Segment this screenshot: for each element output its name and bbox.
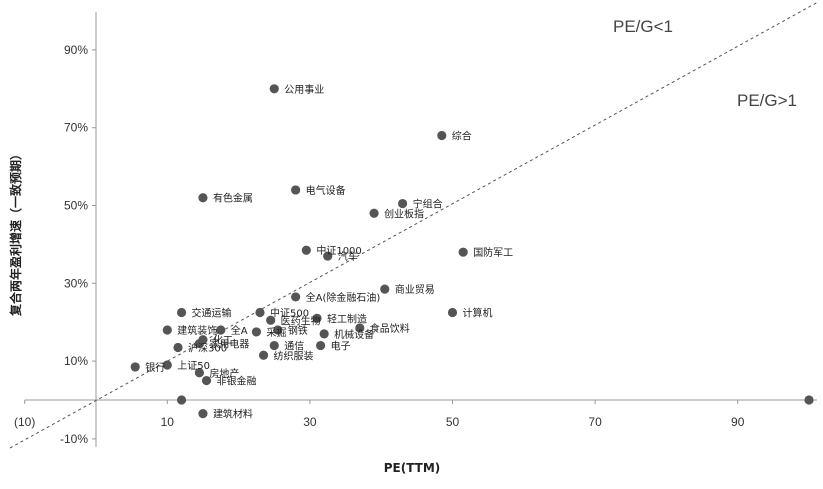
x-tick-label: 10 <box>161 415 175 429</box>
data-point <box>269 84 279 94</box>
data-point <box>315 340 326 351</box>
data-label: 食品饮料 <box>370 322 410 335</box>
x-tick-label: 90 <box>731 415 745 429</box>
data-label: 商业贸易 <box>395 283 435 296</box>
data-point <box>369 208 379 218</box>
data-point <box>291 292 301 302</box>
data-label: 全A(除金融石油) <box>306 291 381 304</box>
data-point <box>301 245 311 255</box>
region-label-above: PE/G<1 <box>613 17 673 36</box>
data-point <box>437 130 447 141</box>
data-point <box>323 251 333 261</box>
x-tick-label: 70 <box>588 415 602 429</box>
data-point <box>130 362 140 372</box>
data-label: 建筑装饰 <box>177 324 217 337</box>
data-point <box>447 307 458 318</box>
data-label: 汽车 <box>338 250 358 263</box>
data-label: 国防军工 <box>473 246 513 259</box>
y-tick-label: 50% <box>64 199 88 213</box>
data-label: 中证500 <box>270 306 309 319</box>
data-point <box>458 247 468 257</box>
y-tick-label: 30% <box>64 276 88 290</box>
data-point <box>201 375 212 386</box>
y-tick-label: 70% <box>64 121 88 135</box>
y-tick-label: 90% <box>64 43 88 57</box>
x-axis-title: PE(TTM) <box>384 461 441 475</box>
data-label: 宁组合 <box>413 198 443 211</box>
data-point <box>176 307 187 318</box>
data-label: 纺织服装 <box>274 349 314 362</box>
data-label: 创业板指 <box>384 207 424 220</box>
data-point <box>176 395 187 405</box>
data-label: 中证1000 <box>316 244 361 257</box>
data-label: 公用事业 <box>284 83 324 96</box>
data-point <box>162 360 172 370</box>
data-point <box>397 198 408 209</box>
data-label: 医药生物 <box>281 314 321 327</box>
data-point <box>198 409 208 419</box>
data-label: 建筑材料 <box>213 408 253 421</box>
data-points <box>130 84 814 419</box>
data-point <box>194 338 204 349</box>
data-point <box>380 284 390 294</box>
data-label: 轻工制造 <box>327 312 367 325</box>
peg-1-line <box>9 1 819 449</box>
data-label: 机械设备 <box>334 328 374 341</box>
data-label: 通信 <box>284 341 304 353</box>
data-label: 沪深300 <box>188 341 227 354</box>
y-tick-label: 10% <box>64 354 88 368</box>
data-point <box>258 350 269 360</box>
data-point <box>291 185 301 195</box>
data-label: 交通运输 <box>192 306 232 319</box>
data-point <box>251 327 262 337</box>
data-label: 非银金融 <box>217 375 257 388</box>
data-point <box>312 313 322 323</box>
data-label: 房地产 <box>209 367 239 380</box>
region-label-below: PE/G>1 <box>737 91 797 110</box>
data-label: 有色金属 <box>213 192 253 205</box>
y-tick-label: -10% <box>60 432 88 446</box>
data-label: 综合 <box>452 129 472 142</box>
data-point <box>804 395 814 405</box>
data-point <box>216 325 226 335</box>
data-point <box>266 315 276 325</box>
x-tick-label: (10) <box>14 415 35 429</box>
x-tick-label: 50 <box>446 415 460 429</box>
data-point <box>194 368 204 378</box>
data-label: 全A <box>231 324 248 337</box>
data-label: 化工 <box>213 334 233 347</box>
axes: -10% 10% 30% 50% 70% 90% (10) 10 30 50 70 90 <box>14 12 817 447</box>
data-point <box>355 323 365 333</box>
reference-line <box>9 1 819 449</box>
data-label: 计算机 <box>463 306 493 319</box>
data-point <box>269 340 279 351</box>
data-label: 上证50 <box>177 360 210 372</box>
data-point <box>255 307 265 318</box>
data-point <box>273 325 283 335</box>
data-point <box>198 193 208 203</box>
data-label: 电气设备 <box>306 184 346 197</box>
data-point <box>173 342 183 353</box>
data-point <box>162 325 172 335</box>
data-label: 钢铁 <box>288 324 308 337</box>
data-label: 家用电器 <box>209 338 249 351</box>
x-tick-label: 30 <box>303 415 317 429</box>
data-label: 电子 <box>331 340 351 353</box>
data-label: 采掘 <box>266 326 286 339</box>
data-label: 银行 <box>145 361 165 374</box>
y-axis-title: 复合两年盈利增速（一致预期） <box>8 148 23 317</box>
data-point <box>319 329 329 339</box>
